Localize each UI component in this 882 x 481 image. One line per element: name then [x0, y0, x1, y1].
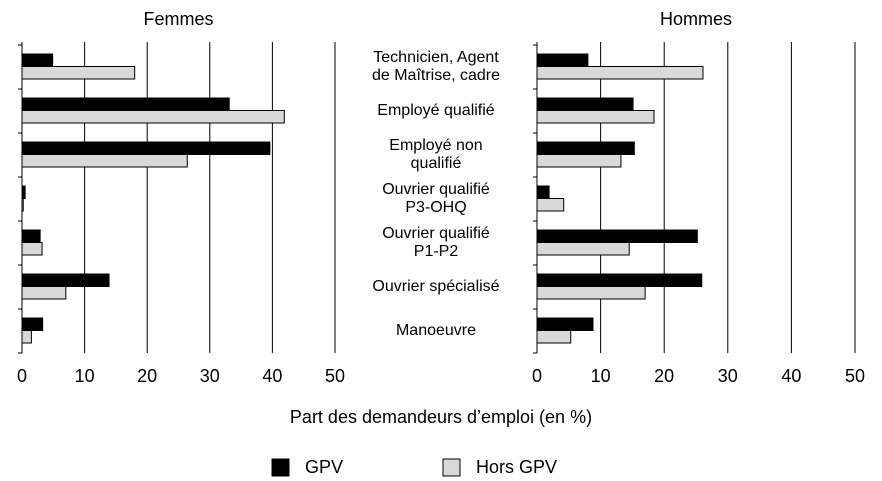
bar — [21, 198, 24, 212]
bar — [536, 97, 634, 111]
x-tick-label: 0 — [17, 366, 27, 386]
bar — [21, 154, 188, 168]
bar — [536, 317, 594, 331]
x-tick-label: 40 — [262, 366, 282, 386]
x-tick-label: 30 — [718, 366, 738, 386]
bar — [21, 242, 43, 256]
bar — [536, 330, 572, 344]
bar — [21, 185, 26, 199]
category-label: Manoeuvre — [395, 322, 477, 339]
x-tick-label: 20 — [137, 366, 157, 386]
legend-swatch — [271, 458, 290, 477]
bar — [21, 53, 54, 67]
x-tick-label: 10 — [75, 366, 95, 386]
panel-title: Hommes — [660, 9, 732, 29]
legend-label: GPV — [305, 457, 343, 477]
bar — [21, 141, 271, 155]
bar — [536, 66, 704, 80]
bar — [21, 330, 32, 344]
bar — [536, 273, 703, 287]
bar — [21, 97, 230, 111]
bar — [536, 185, 550, 199]
bar — [536, 141, 635, 155]
category-label: Employé qualifié — [377, 102, 495, 119]
category-label: Ouvrier qualifié P3-OHQ — [382, 181, 490, 216]
x-tick-label: 20 — [654, 366, 674, 386]
bar — [536, 154, 622, 168]
legend-swatch — [442, 458, 461, 477]
bar — [536, 110, 655, 124]
bar — [536, 53, 589, 67]
bar — [536, 229, 698, 243]
x-tick-label: 50 — [845, 366, 865, 386]
category-label: Ouvrier qualifié P1-P2 — [382, 225, 490, 260]
x-axis-label: Part des demandeurs d’emploi (en %) — [290, 407, 592, 427]
bar — [536, 242, 630, 256]
bar — [21, 66, 136, 80]
category-label: Technicien, Agent de Maîtrise, cadre — [371, 49, 501, 84]
legend-label: Hors GPV — [476, 457, 557, 477]
bar — [21, 286, 67, 300]
x-tick-label: 0 — [532, 366, 542, 386]
category-label: Employé non qualifié — [389, 137, 483, 172]
panel-title: Femmes — [143, 9, 213, 29]
bar — [536, 286, 646, 300]
bar — [21, 229, 41, 243]
bar — [21, 110, 285, 124]
x-tick-label: 10 — [591, 366, 611, 386]
category-label: Ouvrier spécialisé — [372, 278, 500, 295]
x-tick-label: 30 — [200, 366, 220, 386]
bar — [21, 317, 44, 331]
bar — [536, 198, 565, 212]
x-tick-label: 50 — [325, 366, 345, 386]
bar — [21, 273, 110, 287]
x-tick-label: 40 — [781, 366, 801, 386]
